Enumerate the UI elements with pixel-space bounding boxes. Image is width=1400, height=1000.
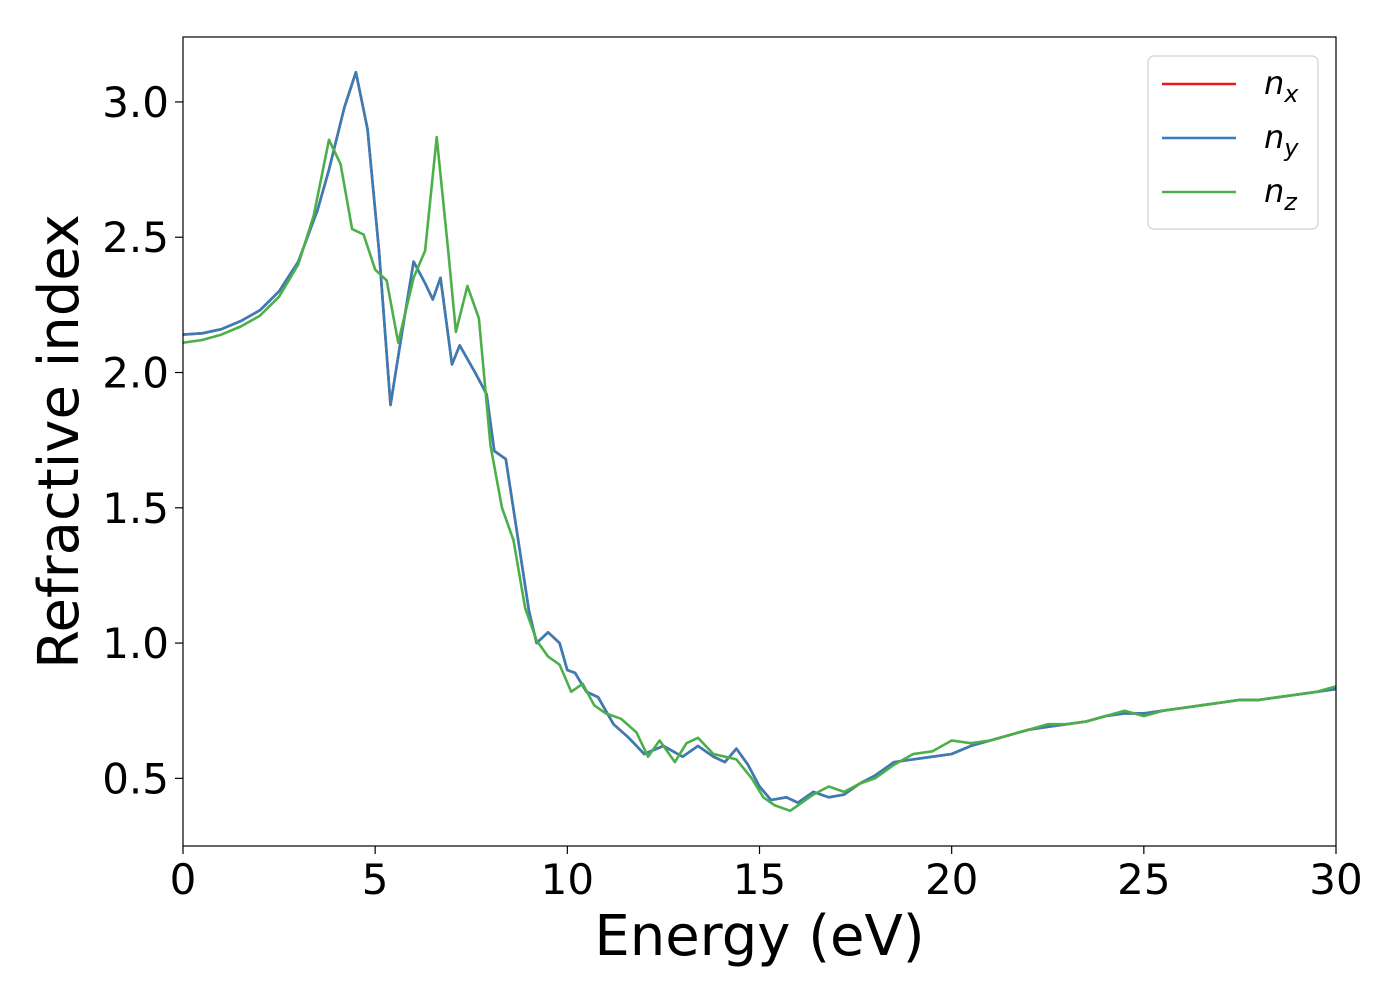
legend-label-nx: nx bbox=[1264, 64, 1299, 108]
x-tick-label: 0 bbox=[170, 855, 197, 904]
legend-frame bbox=[1147, 55, 1319, 230]
y-tick-label: 2.5 bbox=[102, 213, 169, 262]
series-layer bbox=[183, 70, 1336, 813]
x-tick-label: 10 bbox=[541, 855, 594, 904]
y-axis-title: Refractive index bbox=[27, 214, 92, 669]
y-tick-label: 3.0 bbox=[102, 78, 169, 127]
x-tick-label: 20 bbox=[925, 855, 978, 904]
y-tick-label: 1.0 bbox=[102, 619, 169, 668]
series-line-nz bbox=[183, 135, 1336, 813]
x-tick-label: 15 bbox=[733, 855, 786, 904]
x-tick-label: 30 bbox=[1309, 855, 1362, 904]
x-axis-title: Energy (eV) bbox=[594, 904, 924, 969]
y-tick-label: 0.5 bbox=[102, 754, 169, 803]
y-tick-label: 2.0 bbox=[102, 349, 169, 398]
x-tick-label: 25 bbox=[1117, 855, 1170, 904]
tick-layer: 0 5 10 15 20 25 30 0.5 1.0 1.5 2.0 2.5 3.0 bbox=[102, 78, 1363, 904]
y-tick-label: 1.5 bbox=[102, 484, 169, 533]
x-tick-label: 5 bbox=[362, 855, 389, 904]
